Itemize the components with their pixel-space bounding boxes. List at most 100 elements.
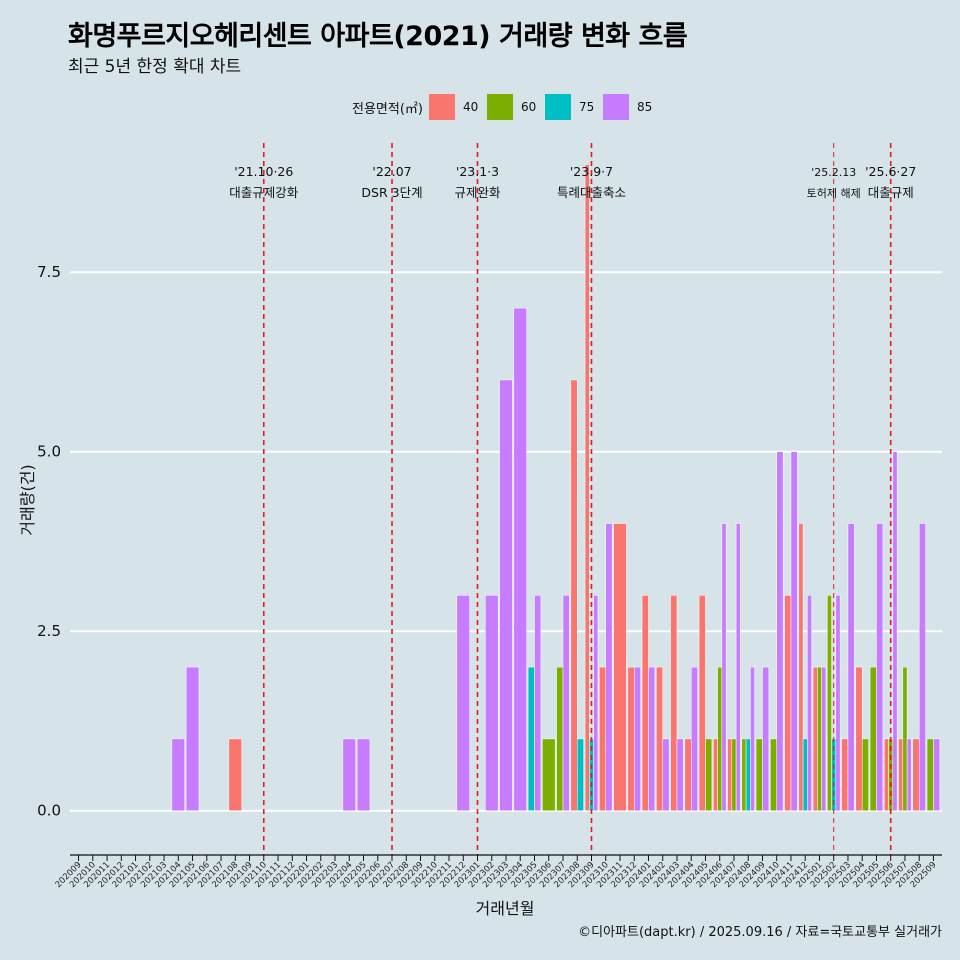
bar-75-202308 xyxy=(576,738,584,811)
legend-key-75 xyxy=(544,94,571,120)
bar-60-202407 xyxy=(731,738,737,811)
bar-85-202409 xyxy=(762,666,770,811)
bar-40-202309 xyxy=(584,164,590,811)
chart-title: 화명푸르지오헤리센트 아파트(2021) 거래량 변화 흐름 xyxy=(68,21,688,52)
bar-85-202401 xyxy=(648,666,656,811)
bar-85-202508 xyxy=(918,523,926,811)
bar-40-202308 xyxy=(570,379,578,811)
event-lines xyxy=(262,143,892,855)
bar-85-202304 xyxy=(513,307,527,811)
bar-85-202312 xyxy=(633,666,641,811)
bar-85-202509 xyxy=(933,738,941,811)
bar-40-202508 xyxy=(912,738,920,811)
legend-label-40: 40 xyxy=(462,100,479,114)
bar-85-202410 xyxy=(776,451,784,811)
bar-60-202406 xyxy=(717,666,723,811)
legend: 전용면적(㎡) 40 60 75 85 xyxy=(352,92,661,122)
bar-40-202404 xyxy=(684,738,692,811)
bar-85-202302 xyxy=(485,595,499,811)
bar-85-202507 xyxy=(906,738,912,811)
bar-85-202407 xyxy=(735,523,741,811)
bar-75-202408 xyxy=(745,738,751,811)
bar-85-202303 xyxy=(499,379,513,811)
y-tick-label: 0.0 xyxy=(37,802,61,820)
bar-60-202504 xyxy=(861,738,869,811)
bar-85-202503 xyxy=(847,523,855,811)
bar-60-202408 xyxy=(741,738,747,811)
event-annotations: '21.10·26 대출규제강화 '22.07 DSR 3단계 '23.1·3 규제완화 '… xyxy=(229,164,916,200)
bar-85-202406 xyxy=(721,523,727,811)
bar-75-202305 xyxy=(527,666,535,811)
bar-40-202311 xyxy=(613,523,627,811)
bar-60-202409 xyxy=(755,738,763,811)
event-text-label: DSR 3단계 xyxy=(361,185,422,200)
bar-85-202310 xyxy=(605,523,613,811)
event-date-label: '25.2.13 xyxy=(811,166,856,179)
caption: ©디아파트(dapt.kr) / 2025.09.16 / 자료=국토교통부 실… xyxy=(578,925,942,940)
bar-40-202405 xyxy=(698,595,706,811)
y-tick-label: 7.5 xyxy=(37,263,61,281)
bar-85-202307 xyxy=(562,595,570,811)
bar-60-202509 xyxy=(926,738,934,811)
event-text-label: 대출규제 xyxy=(868,185,914,200)
legend-key-40 xyxy=(428,94,455,120)
bar-40-202504 xyxy=(855,666,863,811)
bar-60-202306 xyxy=(542,738,556,811)
legend-item-60: 60 xyxy=(486,94,541,120)
bar-40-202412 xyxy=(798,523,804,811)
bar-85-202204 xyxy=(342,738,356,811)
bars xyxy=(171,164,941,811)
bar-85-202309 xyxy=(593,595,599,811)
legend-label-85: 85 xyxy=(636,100,653,114)
bar-60-202502 xyxy=(827,595,832,811)
legend-title: 전용면적(㎡) xyxy=(352,101,423,117)
event-text-label: 대출규제강화 xyxy=(229,185,299,200)
legend-key-60 xyxy=(486,94,513,120)
bar-85-202402 xyxy=(662,738,670,811)
legend-item-85: 85 xyxy=(602,94,657,120)
bar-85-202305 xyxy=(534,595,542,811)
legend-key-85 xyxy=(602,94,629,120)
bar-85-202411 xyxy=(790,451,798,811)
y-tick-label: 5.0 xyxy=(37,443,61,461)
event-date-label: '23.1·3 xyxy=(456,164,499,179)
event-date-label: '21.10·26 xyxy=(234,164,293,179)
event-date-label: '23.9·7 xyxy=(570,164,613,179)
bar-60-202307 xyxy=(556,666,564,811)
bar-85-202505 xyxy=(876,523,884,811)
legend-label-75: 75 xyxy=(578,100,595,114)
bar-40-202312 xyxy=(627,666,635,811)
bar-40-202403 xyxy=(670,595,678,811)
bar-40-202501 xyxy=(812,666,818,811)
bar-85-202502 xyxy=(835,595,841,811)
legend-item-75: 75 xyxy=(544,94,599,120)
event-text-label: 특례대출축소 xyxy=(557,185,626,200)
bar-40-202401 xyxy=(641,595,649,811)
bar-40-202503 xyxy=(841,738,849,811)
event-text-label: 규제완화 xyxy=(454,185,501,200)
bar-85-202506 xyxy=(892,451,898,811)
legend-label-60: 60 xyxy=(520,100,537,114)
bar-40-202402 xyxy=(656,666,663,811)
legend-item-40: 40 xyxy=(428,94,483,120)
bar-85-202404 xyxy=(690,666,698,811)
bar-85-202212 xyxy=(456,595,470,811)
bar-40-202406 xyxy=(713,738,718,811)
chart-subtitle: 최근 5년 한정 확대 차트 xyxy=(68,57,242,77)
bar-85-202104 xyxy=(171,738,185,811)
bar-40-202108 xyxy=(228,738,242,811)
bar-40-202310 xyxy=(599,666,606,811)
bar-75-202412 xyxy=(802,738,808,811)
bar-60-202505 xyxy=(869,666,877,811)
bar-40-202407 xyxy=(727,738,733,811)
event-date-label: '25.6·27 xyxy=(865,164,916,179)
bar-85-202412 xyxy=(807,595,812,811)
bar-40-202506 xyxy=(884,738,889,811)
bar-60-202410 xyxy=(770,738,777,811)
bar-85-202403 xyxy=(676,738,684,811)
bar-40-202411 xyxy=(784,595,792,811)
x-axis-title: 거래년월 xyxy=(476,899,535,918)
bar-85-202205 xyxy=(356,738,371,811)
event-date-label: '22.07 xyxy=(372,164,411,179)
